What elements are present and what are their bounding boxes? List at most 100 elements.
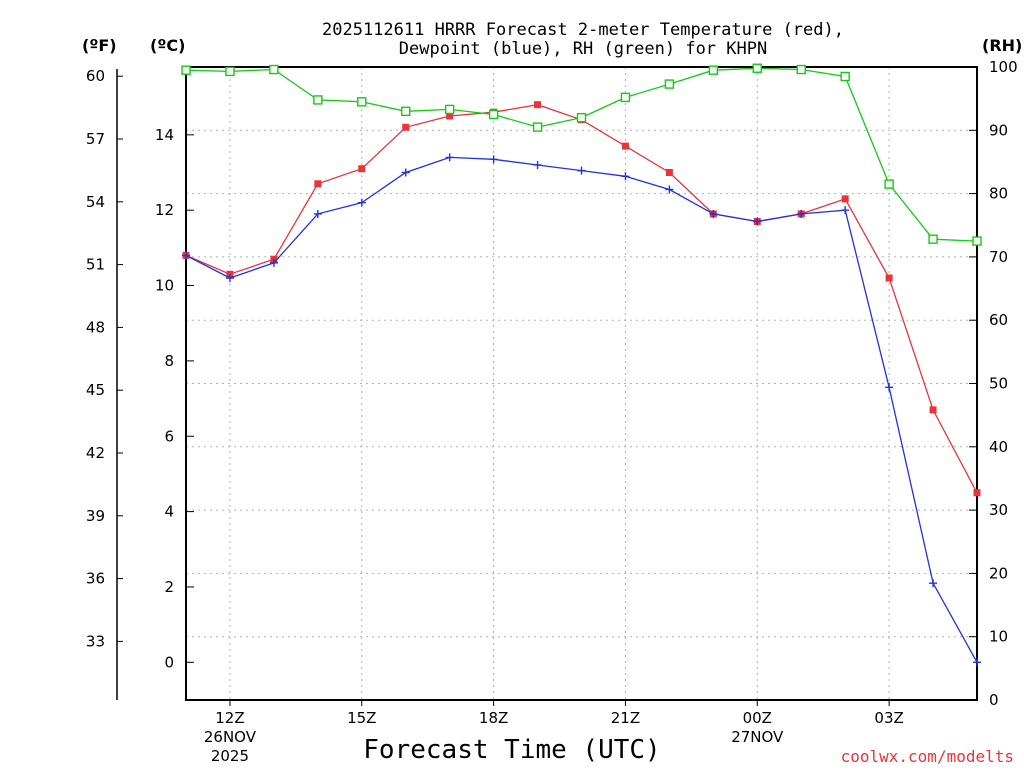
x-tick-sublabel: 26NOV xyxy=(204,728,257,746)
x-tick-label: 12Z xyxy=(215,709,244,727)
x-axis-label: Forecast Time (UTC) xyxy=(363,735,660,765)
celsius-unit-label: (ºC) xyxy=(150,36,185,55)
rh-tick-label: 80 xyxy=(989,185,1008,203)
rh-tick-label: 60 xyxy=(989,311,1008,329)
rh-point xyxy=(708,65,719,75)
temperature-point xyxy=(973,489,981,497)
dewpoint-point xyxy=(621,172,630,181)
fahrenheit-tick-label: 51 xyxy=(86,256,105,274)
rh-tick-label: 10 xyxy=(989,628,1008,646)
x-tick-label: 03Z xyxy=(874,709,903,727)
fahrenheit-tick-label: 36 xyxy=(86,570,105,588)
dewpoint-point xyxy=(225,274,234,282)
fahrenheit-tick-label: 45 xyxy=(86,381,105,399)
rh-tick-label: 100 xyxy=(989,58,1018,76)
dewpoint-point xyxy=(401,168,410,177)
rh-point xyxy=(357,97,367,107)
dewpoint-point xyxy=(665,185,674,194)
dewpoint-point xyxy=(753,217,762,226)
rh-point xyxy=(884,179,894,189)
rh-point xyxy=(928,234,938,244)
dewpoint-point xyxy=(489,155,498,164)
fahrenheit-tick-label: 60 xyxy=(86,67,105,85)
dewpoint-point xyxy=(357,198,366,207)
chart-title-line2: Dewpoint (blue), RH (green) for KHPN xyxy=(399,39,767,59)
grid xyxy=(186,67,977,700)
celsius-tick-label: 8 xyxy=(164,352,174,370)
celsius-tick-label: 4 xyxy=(164,503,174,521)
celsius-tick-label: 14 xyxy=(155,126,174,144)
temperature-point xyxy=(621,142,629,150)
rh-point xyxy=(840,71,850,82)
x-tick-sublabel: 27NOV xyxy=(731,728,784,746)
fahrenheit-tick-label: 42 xyxy=(86,444,105,462)
fahrenheit-unit-label: (ºF) xyxy=(82,36,117,55)
dewpoint-point xyxy=(797,209,806,218)
temperature-point xyxy=(446,112,454,120)
x-tick-label: 18Z xyxy=(479,709,508,727)
rh-tick-label: 70 xyxy=(989,248,1008,266)
dewpoint-point xyxy=(445,153,454,162)
rh-point xyxy=(796,64,806,75)
celsius-tick-label: 10 xyxy=(155,277,174,295)
x-tick-label: 00Z xyxy=(743,709,772,727)
chart-title-line1: 2025112611 HRRR Forecast 2-meter Tempera… xyxy=(322,20,844,40)
rh-tick-label: 50 xyxy=(989,375,1008,393)
rh-point xyxy=(576,112,587,123)
fahrenheit-tick-label: 54 xyxy=(86,193,105,211)
dewpoint-point xyxy=(269,258,278,267)
celsius-tick-label: 6 xyxy=(164,427,174,445)
credit-text: coolwx.com/modelts xyxy=(841,747,1014,766)
rh-line xyxy=(185,67,978,242)
rh-point xyxy=(181,65,191,75)
rh-point xyxy=(752,63,762,73)
rh-tick-label: 20 xyxy=(989,564,1008,582)
series xyxy=(181,63,982,667)
x-tick-label: 15Z xyxy=(347,709,376,727)
celsius-tick-label: 2 xyxy=(164,578,174,596)
rh-tick-label: 90 xyxy=(989,121,1008,139)
temperature-point xyxy=(885,274,893,282)
celsius-tick-label: 0 xyxy=(164,653,174,671)
temperature-point xyxy=(929,406,937,414)
temperature-point xyxy=(402,123,410,131)
dewpoint-point xyxy=(885,383,894,392)
rh-point xyxy=(269,64,279,75)
rh-point xyxy=(488,109,499,120)
temperature-point xyxy=(534,101,542,109)
temperature-point xyxy=(314,180,322,188)
dewpoint-point xyxy=(929,579,938,588)
rh-point xyxy=(664,79,675,89)
rh-point xyxy=(225,66,235,77)
fahrenheit-tick-label: 33 xyxy=(86,632,105,650)
rh-tick-label: 0 xyxy=(989,691,999,709)
rh-point xyxy=(313,95,323,105)
dewpoint-point xyxy=(577,166,586,175)
dewpoint-point xyxy=(973,658,981,667)
dewpoint-point xyxy=(709,209,718,218)
x-tick-sublabel: 2025 xyxy=(211,747,249,765)
fahrenheit-tick-label: 39 xyxy=(86,507,105,525)
rh-tick-label: 40 xyxy=(989,438,1008,456)
temperature-point xyxy=(358,165,366,173)
dewpoint-point xyxy=(841,206,850,215)
celsius-tick-label: 12 xyxy=(155,201,174,219)
rh-tick-label: 30 xyxy=(989,501,1008,519)
dewpoint-point xyxy=(313,209,322,218)
temperature-point xyxy=(665,169,673,176)
temperature-line xyxy=(185,104,978,494)
dewpoint-point xyxy=(182,251,190,260)
x-tick-label: 21Z xyxy=(611,709,640,727)
rh-point xyxy=(972,236,982,246)
rh-point xyxy=(532,122,543,132)
rh-point xyxy=(444,104,455,115)
fahrenheit-tick-label: 48 xyxy=(86,318,105,336)
rh-point xyxy=(620,92,631,103)
rh-point xyxy=(401,106,411,117)
temperature-point xyxy=(841,195,849,203)
dewpoint-line xyxy=(185,156,978,663)
fahrenheit-tick-label: 57 xyxy=(86,130,105,148)
